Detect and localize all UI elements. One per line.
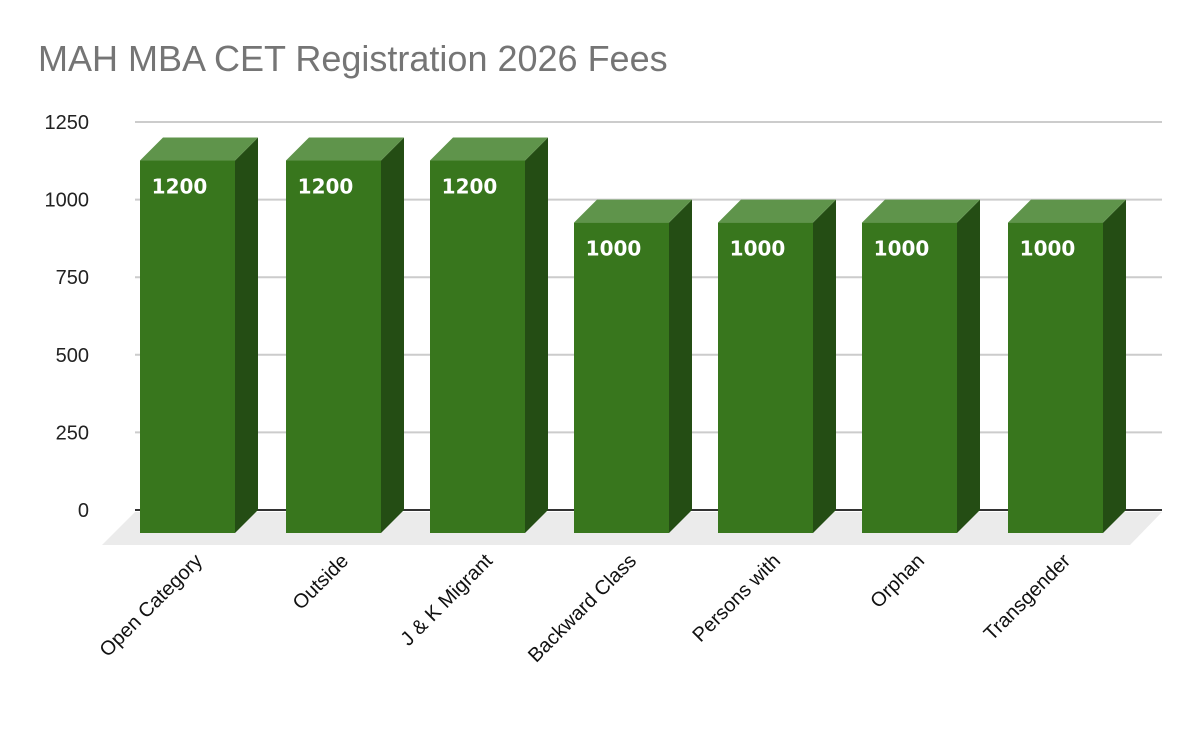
bar-side xyxy=(381,137,404,533)
bar-side xyxy=(669,199,692,533)
bar: 1000 xyxy=(574,199,692,533)
bar: 1000 xyxy=(1008,199,1126,533)
x-tick-label: Open Category xyxy=(96,550,207,661)
y-axis-ticks: 0 250 500 750 1000 1250 xyxy=(45,112,90,522)
data-label: 1200 xyxy=(298,175,354,199)
bar-front xyxy=(140,160,235,533)
bar-top xyxy=(286,137,404,161)
bar-top xyxy=(140,137,258,161)
y-tick-label: 1000 xyxy=(45,190,90,212)
x-axis-ticks: Open Category Outside J & K Migrant Backwar… xyxy=(96,550,1076,667)
bar-top xyxy=(718,199,836,223)
x-tick-label: Orphan xyxy=(866,550,929,613)
bar-side xyxy=(235,137,258,533)
bar-front xyxy=(718,222,813,533)
x-tick-label: Backward Class xyxy=(524,550,641,667)
bar-front xyxy=(430,160,525,533)
bar-front xyxy=(286,160,381,533)
bar: 1200 xyxy=(430,137,548,533)
bar-top xyxy=(862,199,980,223)
bar-front xyxy=(1008,222,1103,533)
data-label: 1200 xyxy=(152,175,208,199)
bar-top xyxy=(1008,199,1126,223)
data-label: 1000 xyxy=(1020,237,1076,261)
bar-side xyxy=(525,137,548,533)
y-tick-label: 0 xyxy=(78,500,89,522)
bar: 1000 xyxy=(862,199,980,533)
x-tick-label: Persons with xyxy=(689,550,786,647)
bar-front xyxy=(862,222,957,533)
bar-front xyxy=(574,222,669,533)
data-label: 1200 xyxy=(442,175,498,199)
data-label: 1000 xyxy=(874,237,930,261)
x-tick-label: Outside xyxy=(289,550,353,614)
bar-side xyxy=(1103,199,1126,533)
bars: 1200 1200 1200 1000 1000 1000 1000 xyxy=(140,137,1126,533)
y-tick-label: 1250 xyxy=(45,112,90,134)
bar: 1200 xyxy=(140,137,258,533)
y-tick-label: 500 xyxy=(56,345,89,367)
bar: 1000 xyxy=(718,199,836,533)
data-label: 1000 xyxy=(586,237,642,261)
bar: 1200 xyxy=(286,137,404,533)
y-tick-label: 250 xyxy=(56,422,89,444)
bar-side xyxy=(813,199,836,533)
y-tick-label: 750 xyxy=(56,267,89,289)
bar-top xyxy=(430,137,548,161)
chart-title: MAH MBA CET Registration 2026 Fees xyxy=(38,38,668,79)
x-tick-label: J & K Migrant xyxy=(397,550,498,651)
bar-side xyxy=(957,199,980,533)
x-tick-label: Transgender xyxy=(980,550,1075,645)
bar-top xyxy=(574,199,692,223)
data-label: 1000 xyxy=(730,237,786,261)
